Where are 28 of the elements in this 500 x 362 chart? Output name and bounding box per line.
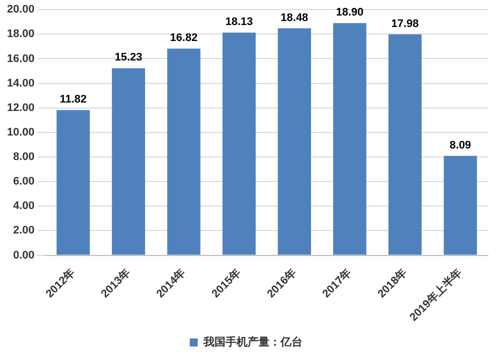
bar: [444, 156, 477, 255]
y-tick-label: 18.00: [6, 28, 35, 40]
y-tick-label: 10.00: [6, 126, 35, 138]
y-tick-label: 20.00: [6, 4, 35, 16]
y-tick-label: 14.00: [6, 77, 35, 90]
legend-label: 我国手机产量：亿台: [202, 336, 302, 349]
y-tick-label: 12.00: [6, 102, 35, 114]
y-tick-label: 0.00: [13, 249, 35, 262]
text: 17.98: [391, 18, 419, 30]
bar: [222, 32, 256, 255]
y-tick-label: 4.00: [13, 200, 35, 212]
bar: [278, 28, 312, 255]
y-tick-label: 8.00: [13, 151, 35, 164]
text: 11.82: [60, 94, 87, 106]
text: 15.23: [114, 52, 142, 64]
y-tick-label: 2.00: [13, 224, 35, 237]
bar: [56, 110, 90, 255]
text: 8.09: [450, 139, 472, 152]
text: 18.90: [336, 6, 364, 19]
bar: [388, 34, 422, 255]
bar: [112, 68, 146, 255]
text: 18.13: [225, 16, 253, 28]
bar: [167, 48, 200, 255]
bar: [333, 23, 366, 255]
text: 16.82: [170, 32, 198, 44]
y-tick-label: 16.00: [6, 52, 35, 65]
y-tick-label: 6.00: [13, 176, 35, 188]
text: 18.48: [280, 12, 308, 24]
